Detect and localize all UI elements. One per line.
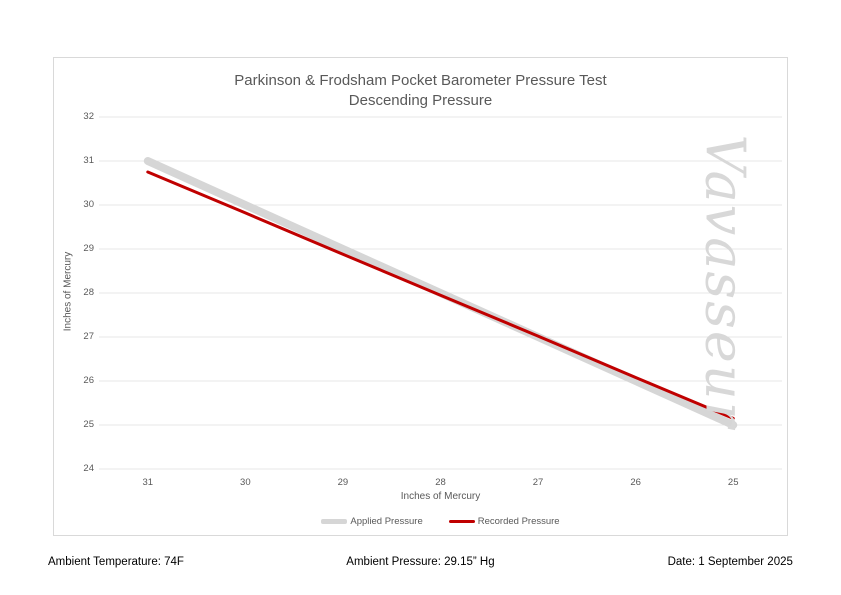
y-tick-label: 28 [83, 287, 94, 298]
y-tick-label: 29 [83, 243, 94, 254]
legend-line-swatch [448, 520, 475, 523]
footer: Ambient Temperature: 74F Ambient Pressur… [48, 556, 793, 568]
legend-entry: Recorded Pressure [448, 516, 560, 527]
y-tick-label: 27 [83, 331, 94, 342]
x-tick-label: 30 [240, 477, 251, 488]
series-line-recorded-pressure [146, 170, 735, 420]
legend-label: Recorded Pressure [477, 516, 560, 527]
legend-entry: Applied Pressure [321, 516, 423, 527]
legend-line-swatch [321, 519, 348, 524]
x-tick-label: 25 [727, 477, 739, 488]
x-tick-label: 26 [630, 477, 641, 488]
legend-label: Applied Pressure [350, 516, 423, 527]
y-tick-label: 31 [83, 155, 94, 166]
y-tick-label: 30 [83, 199, 94, 210]
plot-area [99, 116, 782, 470]
x-axis-title: Inches of Mercury [400, 491, 481, 502]
x-tick-label: 28 [435, 477, 446, 488]
date-text: Date: 1 September 2025 [667, 556, 793, 568]
y-tick-label: 26 [83, 375, 94, 386]
chart-legend: Applied Pressure Recorded Pressure [99, 516, 782, 527]
y-tick-label: 25 [83, 419, 94, 430]
ambient-pressure-text: Ambient Pressure: 29.15” Hg [346, 556, 495, 568]
ambient-temperature-text: Ambient Temperature: 74F [48, 556, 184, 568]
x-tick-label: 31 [142, 477, 154, 488]
y-tick-label: 32 [83, 111, 94, 122]
x-tick-label: 27 [532, 477, 544, 488]
chart-title: Parkinson & Frodsham Pocket Barometer Pr… [234, 72, 607, 89]
x-tick-label: 29 [337, 477, 349, 488]
series-line-applied-pressure [143, 157, 738, 429]
y-tick-label: 24 [83, 463, 94, 474]
chart-container: Parkinson & Frodsham Pocket Barometer Pr… [53, 57, 788, 536]
chart-subtitle: Descending Pressure [348, 92, 493, 109]
